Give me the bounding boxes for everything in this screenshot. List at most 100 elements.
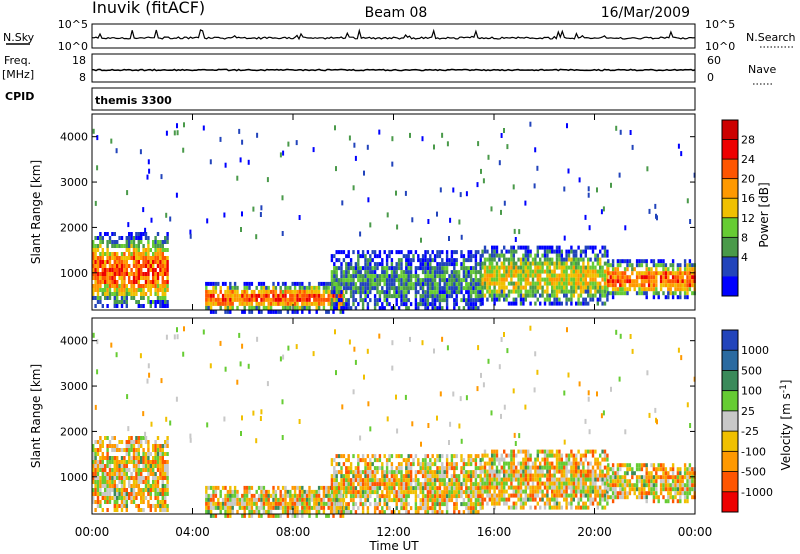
power-cell bbox=[679, 279, 682, 284]
velocity-cell bbox=[407, 470, 410, 475]
velocity-cell bbox=[132, 464, 136, 468]
velocity-cell bbox=[531, 489, 535, 494]
velocity-cell bbox=[650, 475, 653, 480]
power-cell bbox=[169, 216, 172, 222]
velocity-cell bbox=[524, 481, 527, 486]
power-cell bbox=[507, 249, 511, 254]
power-cell bbox=[345, 266, 348, 271]
velocity-cell bbox=[438, 486, 442, 491]
power-cell bbox=[584, 301, 587, 306]
power-cell bbox=[352, 290, 355, 295]
power-cell bbox=[269, 289, 273, 294]
velocity-cell bbox=[376, 478, 379, 483]
power-cell bbox=[327, 301, 330, 306]
power-cell bbox=[616, 267, 620, 272]
velocity-cell bbox=[591, 453, 595, 458]
velocity-cell bbox=[465, 462, 468, 467]
velocity-cell bbox=[152, 476, 155, 480]
velocity-cell bbox=[448, 466, 451, 471]
power-cell bbox=[650, 279, 653, 284]
power-cell bbox=[486, 257, 489, 262]
power-cell bbox=[223, 212, 226, 218]
power-cell bbox=[616, 259, 620, 264]
velocity-cell bbox=[601, 469, 604, 474]
power-cell bbox=[493, 245, 496, 250]
velocity-cell bbox=[481, 497, 484, 502]
power-cell bbox=[628, 275, 632, 280]
power-cell bbox=[676, 295, 680, 300]
power-cell bbox=[357, 290, 360, 295]
velocity-cell bbox=[455, 474, 458, 479]
velocity-cell bbox=[541, 449, 544, 454]
power-cell bbox=[154, 280, 157, 284]
velocity-cell bbox=[465, 470, 468, 475]
velocity-cell bbox=[647, 471, 651, 476]
velocity-cell bbox=[572, 465, 575, 470]
power-cell bbox=[555, 297, 559, 302]
power-cell bbox=[113, 272, 116, 276]
power-cell bbox=[469, 282, 473, 287]
velocity-cell bbox=[407, 462, 410, 467]
power-cell bbox=[161, 280, 164, 284]
power-cell bbox=[128, 248, 131, 252]
power-cell bbox=[688, 263, 692, 268]
velocity-cell bbox=[99, 492, 102, 496]
velocity-cell bbox=[558, 457, 561, 462]
power-cell bbox=[589, 277, 592, 282]
power-cell bbox=[477, 262, 480, 267]
power-cell bbox=[488, 281, 491, 286]
velocity-cell bbox=[579, 453, 583, 458]
power-cell bbox=[455, 270, 458, 275]
power-cell bbox=[333, 254, 336, 259]
power-cell bbox=[405, 294, 408, 299]
velocity-cell bbox=[591, 469, 595, 474]
velocity-cell bbox=[99, 488, 102, 492]
velocity-cell bbox=[397, 494, 401, 499]
velocity-cell bbox=[681, 475, 684, 480]
velocity-cell bbox=[373, 506, 377, 511]
velocity-cell bbox=[467, 498, 470, 503]
power-cell bbox=[128, 264, 131, 268]
power-cell bbox=[584, 245, 587, 250]
velocity-cell bbox=[567, 453, 571, 458]
velocity-cell bbox=[686, 483, 689, 488]
power-cell bbox=[543, 277, 547, 282]
power-cell bbox=[426, 262, 430, 267]
velocity-cell bbox=[120, 492, 124, 496]
velocity-cell bbox=[395, 470, 398, 475]
power-cell bbox=[522, 285, 525, 290]
velocity-cell bbox=[322, 505, 326, 510]
velocity-cell bbox=[546, 493, 549, 498]
power-cell bbox=[371, 278, 374, 283]
power-cell bbox=[424, 270, 427, 275]
velocity-cell bbox=[587, 473, 590, 478]
power-cell bbox=[541, 293, 544, 298]
power-cell bbox=[481, 261, 484, 266]
power-cell bbox=[135, 288, 138, 292]
power-cell bbox=[214, 297, 218, 302]
power-cell bbox=[443, 274, 446, 279]
velocity-cell bbox=[366, 510, 370, 515]
velocity-cell bbox=[393, 490, 396, 495]
power-cell bbox=[558, 245, 561, 250]
power-cell bbox=[373, 286, 377, 291]
velocity-cell bbox=[166, 460, 169, 464]
power-cell bbox=[147, 240, 150, 244]
power-cell bbox=[298, 305, 302, 310]
power-cell bbox=[589, 265, 592, 270]
power-cell bbox=[582, 297, 585, 302]
velocity-cell bbox=[493, 457, 496, 462]
power-cell bbox=[616, 263, 620, 268]
velocity-cell bbox=[652, 495, 656, 500]
power-cell bbox=[488, 285, 491, 290]
velocity-cell bbox=[250, 513, 254, 518]
velocity-cell bbox=[132, 488, 136, 492]
power-cell bbox=[357, 286, 360, 291]
velocity-cell bbox=[609, 467, 612, 472]
velocity-cell bbox=[104, 476, 107, 480]
power-cell bbox=[565, 253, 568, 258]
velocity-cell bbox=[106, 476, 109, 480]
velocity-cell bbox=[106, 472, 109, 476]
power-cell bbox=[120, 288, 124, 292]
velocity-cell bbox=[650, 487, 653, 492]
